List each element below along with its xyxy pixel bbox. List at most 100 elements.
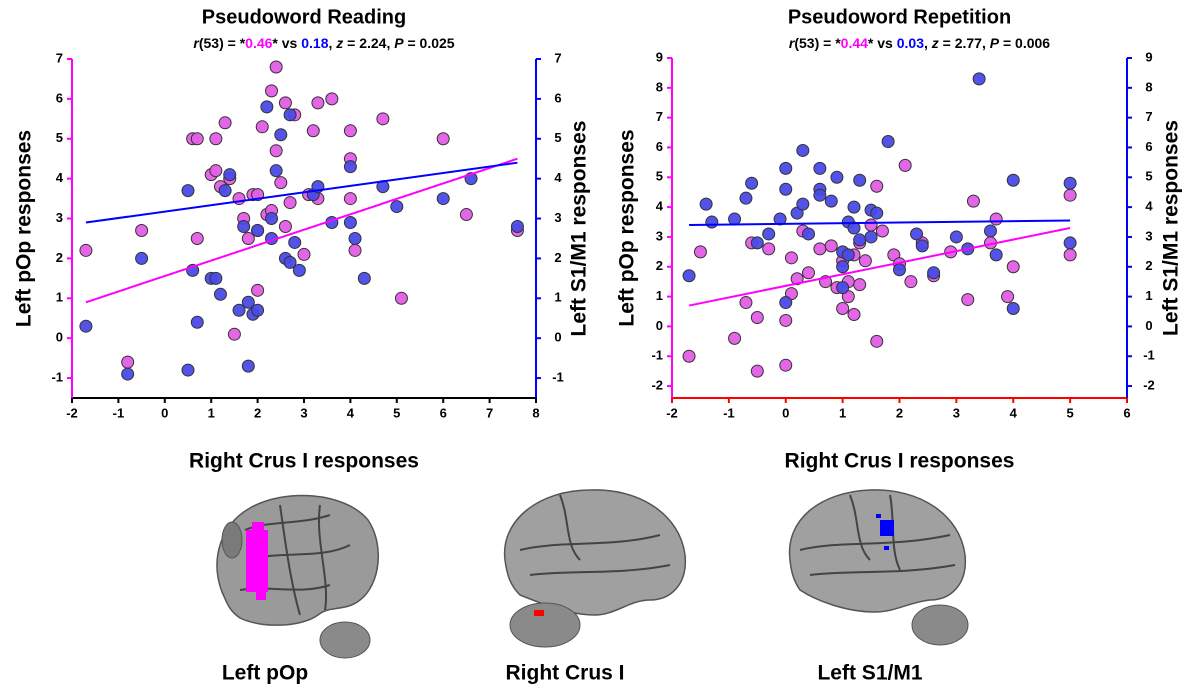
- point: [836, 302, 850, 316]
- y-tick-label: 3: [656, 228, 663, 243]
- point: [260, 100, 274, 114]
- point: [796, 197, 810, 211]
- x-tick-label: 6: [440, 405, 447, 420]
- point: [1001, 290, 1015, 304]
- point: [288, 235, 302, 249]
- point: [762, 242, 776, 256]
- point: [135, 223, 149, 237]
- y2-tick-label: 5: [1145, 169, 1152, 184]
- point: [218, 116, 232, 130]
- point: [898, 158, 912, 172]
- point: [779, 182, 793, 196]
- point: [784, 251, 798, 265]
- point: [436, 132, 450, 146]
- x-tick-label: 4: [347, 405, 355, 420]
- y-tick-label: -1: [651, 348, 663, 363]
- point: [1063, 248, 1077, 262]
- point: [830, 170, 844, 184]
- point: [241, 231, 255, 245]
- activation: [876, 514, 881, 518]
- subtitle-part: 0.44: [841, 35, 868, 51]
- chart-title: Pseudoword Repetition: [788, 6, 1011, 28]
- point: [864, 218, 878, 232]
- y-tick-label: 9: [656, 49, 663, 64]
- point: [984, 224, 997, 238]
- point: [283, 255, 297, 269]
- activation: [246, 530, 268, 592]
- point: [779, 161, 793, 175]
- subtitle-part: r: [789, 35, 796, 51]
- activation: [256, 590, 266, 600]
- point: [251, 303, 265, 317]
- point: [283, 196, 297, 210]
- y-tick-label: 4: [656, 199, 664, 214]
- point: [728, 331, 742, 345]
- point: [1006, 173, 1020, 187]
- x-tick-label: 4: [1010, 405, 1018, 420]
- point: [376, 112, 390, 126]
- y-tick-label: 1: [656, 288, 663, 303]
- y2-tick-label: -1: [552, 369, 564, 384]
- point: [1006, 260, 1020, 274]
- point: [745, 176, 759, 190]
- point: [875, 224, 889, 238]
- y2-tick-label: 4: [1145, 199, 1153, 214]
- subtitle-part: 0.46: [245, 35, 272, 51]
- y2-tick-label: 6: [1145, 139, 1152, 154]
- point: [972, 72, 986, 86]
- point: [864, 230, 878, 244]
- point: [357, 271, 371, 285]
- point: [779, 358, 793, 372]
- x-tick-label: 1: [839, 405, 846, 420]
- brain-label: Left S1/M1: [817, 662, 922, 685]
- x-tick-label: 3: [300, 405, 307, 420]
- y2-tick-label: 2: [1145, 258, 1152, 273]
- point: [269, 144, 283, 158]
- point: [1063, 236, 1077, 250]
- point: [223, 168, 237, 182]
- x-tick-label: 5: [393, 405, 400, 420]
- point: [121, 367, 135, 381]
- subtitle-part: r: [193, 35, 200, 51]
- y2-tick-label: -1: [1143, 348, 1155, 363]
- point: [796, 143, 810, 157]
- point: [209, 132, 223, 146]
- x-tick-label: -2: [666, 405, 678, 420]
- point: [682, 349, 696, 363]
- cerebellum: [319, 621, 371, 659]
- point: [870, 206, 884, 220]
- y-tick-label: 0: [656, 318, 663, 333]
- point: [739, 296, 753, 310]
- brain: [788, 489, 966, 613]
- subtitle-part: (53) = *: [199, 35, 246, 51]
- y-tick-label: 6: [56, 90, 63, 105]
- point: [762, 227, 776, 241]
- chart-title: Pseudoword Reading: [202, 6, 406, 28]
- point: [699, 197, 713, 211]
- point: [278, 220, 292, 234]
- point: [927, 266, 941, 280]
- point: [870, 179, 884, 193]
- brain-sulci: [239, 504, 351, 616]
- point: [705, 215, 719, 229]
- point: [348, 231, 362, 245]
- point: [274, 176, 288, 190]
- point: [824, 194, 838, 208]
- x-tick-label: 7: [486, 405, 493, 420]
- y-tick-label: 7: [56, 50, 63, 65]
- x-tick-label: 0: [782, 405, 789, 420]
- subtitle-part: = 2.24,: [343, 35, 394, 51]
- point: [241, 295, 255, 309]
- point: [904, 275, 918, 289]
- subtitle-part: ,: [924, 35, 932, 51]
- x-tick-label: 8: [532, 405, 539, 420]
- subtitle-part: = 0.006: [999, 35, 1050, 51]
- point: [893, 263, 906, 277]
- point: [773, 212, 787, 226]
- y2-axis-label: Left S1/M1 responses: [568, 121, 591, 337]
- y-tick-label: -1: [51, 369, 63, 384]
- y2-tick-label: 7: [1145, 109, 1152, 124]
- point: [79, 243, 93, 257]
- cerebellum: [509, 602, 581, 648]
- point: [870, 334, 884, 348]
